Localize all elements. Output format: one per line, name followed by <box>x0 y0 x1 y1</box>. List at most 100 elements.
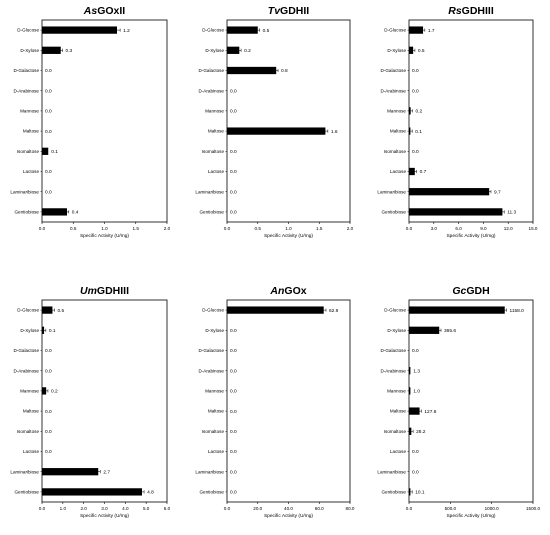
category-label: Lactose <box>23 449 40 454</box>
category-label: Lactose <box>390 449 407 454</box>
chart-title: UmGDHIII <box>80 285 129 297</box>
bar <box>42 306 53 314</box>
chart-title-rest: GDHIII <box>462 5 494 17</box>
category-label: Gentiobiose <box>381 210 406 215</box>
category-label: Isomaltose <box>17 429 40 434</box>
bar <box>42 387 47 395</box>
x-axis-label: Specific Activity (U/mg) <box>264 513 313 519</box>
data-label: 0.0 <box>230 169 237 175</box>
category-label: Maltose <box>208 409 225 414</box>
x-tick-label: 12.0 <box>504 226 513 231</box>
category-label: Gentiobiose <box>381 490 406 495</box>
x-tick-label: 15.0 <box>529 226 538 231</box>
category-label: Mannose <box>205 389 224 394</box>
x-tick-label: 1.5 <box>133 226 140 231</box>
category-label: Mannose <box>20 109 39 114</box>
category-label: D-Xylose <box>387 328 406 333</box>
category-label: Laminaribiose <box>377 469 406 474</box>
category-label: D-Xylose <box>387 48 406 53</box>
data-label: 4.8 <box>147 490 154 496</box>
x-tick-label: 1.0 <box>285 226 292 231</box>
chart-title-italic: An <box>269 285 284 297</box>
x-tick-label: 3.0 <box>101 506 108 511</box>
data-label: 0.7 <box>420 169 427 175</box>
x-tick-label: 1000.0 <box>485 506 499 511</box>
category-label: Isomaltose <box>202 149 225 154</box>
category-label: Lactose <box>208 169 225 174</box>
category-label: D-Galactose <box>13 348 39 353</box>
bar <box>42 208 67 216</box>
data-label: 0.0 <box>45 368 52 374</box>
x-tick-label: 6.0 <box>455 226 462 231</box>
data-label: 1158.0 <box>510 308 525 314</box>
category-label: Laminaribiose <box>195 189 224 194</box>
category-label: Isomaltose <box>202 429 225 434</box>
chart-title-rest: GOx <box>284 285 306 297</box>
data-label: 0.0 <box>412 68 419 74</box>
category-label: Mannose <box>20 389 39 394</box>
x-tick-label: 80.0 <box>346 506 355 511</box>
x-tick-label: 0.5 <box>70 226 77 231</box>
x-axis-label: Specific Activity (U/mg) <box>264 233 313 239</box>
chart-title: AsGOxII <box>83 5 126 17</box>
data-label: 0.0 <box>230 429 237 435</box>
data-label: 0.2 <box>51 389 58 395</box>
category-label: Mannose <box>205 109 224 114</box>
data-label: 0.0 <box>45 68 52 74</box>
x-tick-label: 0.0 <box>224 226 231 231</box>
x-tick-label: 2.0 <box>164 226 171 231</box>
x-tick-label: 0.5 <box>255 226 262 231</box>
category-label: D-Glucose <box>384 308 406 313</box>
category-label: Maltose <box>23 409 40 414</box>
bar <box>409 188 490 196</box>
data-label: 1.3 <box>413 368 420 374</box>
plot-frame <box>408 19 534 223</box>
bar <box>409 367 411 375</box>
category-label: Gentiobiose <box>14 210 39 215</box>
x-tick-label: 3.0 <box>431 226 438 231</box>
category-label: Maltose <box>390 129 407 134</box>
data-label: 0.0 <box>45 409 52 415</box>
bar <box>42 468 99 476</box>
bar <box>409 208 503 216</box>
data-label: 0.2 <box>244 48 251 54</box>
data-label: 0.1 <box>415 129 422 135</box>
data-label: 1.6 <box>331 129 338 135</box>
category-label: D-Arabinose <box>13 368 39 373</box>
x-tick-label: 1.0 <box>60 506 67 511</box>
data-label: 0.0 <box>230 449 237 455</box>
bar <box>42 488 142 496</box>
bar <box>227 127 326 135</box>
category-label: D-Glucose <box>17 28 39 33</box>
category-label: D-Xylose <box>205 48 224 53</box>
data-label: 0.0 <box>45 449 52 455</box>
data-label: 0.0 <box>412 348 419 354</box>
bar <box>42 147 49 155</box>
x-tick-label: 60.0 <box>315 506 324 511</box>
chart-title-rest: GOxII <box>97 5 125 17</box>
x-tick-label: 20.0 <box>253 506 262 511</box>
category-label: Laminaribiose <box>10 189 39 194</box>
data-label: 0.0 <box>230 149 237 155</box>
chart-title-rest: GDH <box>466 285 489 297</box>
data-label: 0.0 <box>230 368 237 374</box>
category-label: D-Glucose <box>17 308 39 313</box>
data-label: 0.0 <box>230 490 237 496</box>
category-label: Isomaltose <box>384 429 407 434</box>
chart-title-italic: Gc <box>452 285 466 297</box>
x-tick-label: 9.0 <box>480 226 487 231</box>
bar <box>409 427 412 435</box>
category-label: D-Glucose <box>202 28 224 33</box>
x-tick-label: 0.0 <box>39 226 46 231</box>
bar <box>42 326 45 334</box>
data-label: 0.0 <box>230 389 237 395</box>
chart-title-rest: GDHII <box>280 5 309 17</box>
data-label: 0.0 <box>45 109 52 115</box>
category-label: Laminaribiose <box>377 189 406 194</box>
chart-title-italic: As <box>83 5 98 17</box>
x-tick-label: 2.0 <box>80 506 87 511</box>
category-label: Isomaltose <box>384 149 407 154</box>
category-label: D-Glucose <box>384 28 406 33</box>
data-label: 9.7 <box>494 189 501 195</box>
